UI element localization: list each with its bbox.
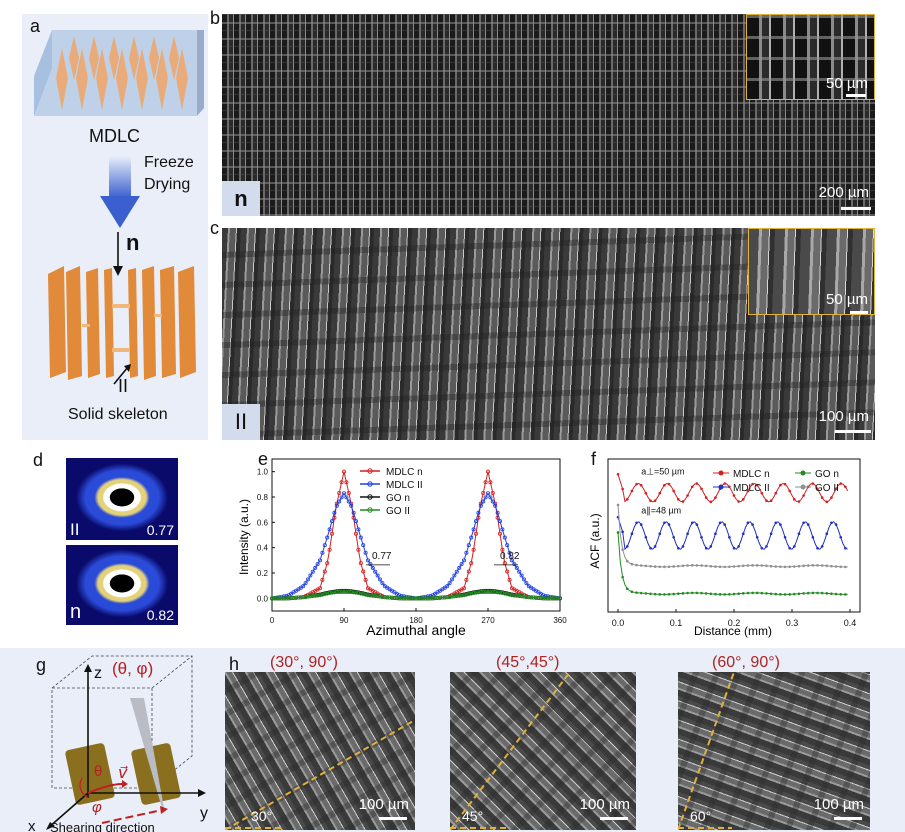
svg-text:MDLC n: MDLC n: [386, 467, 423, 478]
scale-label-h1: 100 µm: [358, 796, 409, 813]
z-axis-label: z: [94, 665, 102, 682]
svg-text:GO n: GO n: [386, 493, 410, 504]
scale-bar-b: [841, 207, 871, 210]
panel-label-e: e: [258, 449, 269, 469]
n-direction-arrow-icon: [113, 232, 123, 276]
svg-text:a∥=48 µm: a∥=48 µm: [641, 506, 681, 516]
scale-bar-h2: [600, 817, 628, 820]
panel-label-c: c: [210, 218, 219, 238]
inset-scale-bar-b: [846, 94, 866, 97]
panel-a-schematic: a MDLC Freeze Drying n: [22, 14, 208, 440]
svg-text:GO II: GO II: [386, 506, 410, 517]
svg-text:0.4: 0.4: [844, 618, 857, 628]
chart-f-ylabel: ACF (a.u.): [588, 513, 602, 568]
svg-text:MDLC II: MDLC II: [386, 480, 423, 491]
direction-tag-n: n: [222, 181, 260, 216]
svg-text:MDLC II: MDLC II: [733, 483, 770, 494]
scale-bar-h1: [379, 817, 407, 820]
mdlc-block-illustration: [34, 30, 204, 116]
chart-e-xlabel: Azimuthal angle: [366, 622, 466, 638]
solid-skeleton-illustration: [48, 266, 196, 380]
angle-label-2: 45°: [462, 808, 484, 824]
velocity-label: v⃗: [118, 765, 128, 782]
scale-bar-h3: [834, 817, 862, 820]
saxs-pattern-n: n 0.82: [66, 545, 178, 625]
parallel-label: II: [118, 376, 129, 396]
svg-text:0.77: 0.77: [372, 551, 392, 562]
chart-e-ylabel: Intensity (a.u.): [237, 499, 251, 575]
panel-label-b: b: [210, 8, 221, 28]
inset-scale-bar-c: [850, 311, 868, 314]
h-title-2: (45°,45°): [496, 654, 560, 671]
sem-image-h-60deg: 60° 100 µm: [678, 672, 870, 830]
drying-label: Drying: [144, 176, 191, 193]
scale-label-h2: 100 µm: [579, 796, 630, 813]
svg-text:0.3: 0.3: [786, 618, 799, 628]
saxs-tag-n: n: [70, 601, 82, 623]
angle-label-1: 30°: [251, 808, 273, 824]
inset-scale-label-c: 50 µm: [826, 291, 868, 308]
sem-image-h-30deg: 30° 100 µm: [225, 672, 415, 830]
chart-f-xlabel: Distance (mm): [694, 624, 772, 638]
panel-label-d: d: [33, 450, 44, 470]
chart-e-azimuthal-intensity: 0.0 0.2 0.4 0.6 0.8 1.0 0 90 180 270 360 0.77 0.82…: [237, 458, 567, 638]
saxs-tag-parallel: II: [70, 520, 80, 539]
svg-text:1.0: 1.0: [257, 468, 269, 477]
x-axis-label: x: [28, 818, 36, 832]
svg-text:a⊥=50 µm: a⊥=50 µm: [641, 467, 684, 477]
direction-tag-parallel: II: [222, 404, 260, 440]
scale-label-b: 200 µm: [818, 184, 869, 201]
svg-text:0.6: 0.6: [257, 518, 269, 527]
svg-text:270: 270: [481, 616, 495, 625]
svg-text:0.2: 0.2: [728, 618, 741, 628]
panel-label-h: h: [229, 654, 240, 674]
svg-text:0.4: 0.4: [257, 544, 269, 553]
svg-text:GO II: GO II: [815, 483, 839, 494]
sem-image-c-parallel-direction: 50 µm II 100 µm: [222, 228, 875, 440]
shearing-direction-label: Shearing direction: [50, 820, 155, 832]
shearing-geometry-diagram: z (θ, φ) y x θ φ v⃗ Shearing direction: [28, 655, 208, 832]
n-label: n: [126, 230, 140, 255]
sem-image-h-45deg: 45° 100 µm: [450, 672, 636, 830]
angles-title: (θ, φ): [112, 659, 153, 678]
inset-scale-label-b: 50 µm: [826, 75, 868, 92]
svg-text:0.8: 0.8: [257, 493, 269, 502]
h-title-1: (30°, 90°): [270, 654, 338, 671]
theta-label: θ: [94, 763, 102, 780]
saxs-value-parallel: 0.77: [146, 522, 174, 538]
sem-inset-b: 50 µm: [746, 14, 875, 100]
parallel-direction-arrow-icon: [113, 364, 131, 385]
panel-label-g: g: [36, 655, 47, 675]
scale-label-c: 100 µm: [818, 408, 869, 425]
svg-text:GO n: GO n: [815, 469, 839, 480]
sem-image-b-n-direction: 50 µm n 200 µm: [222, 14, 875, 216]
svg-text:180: 180: [409, 616, 423, 625]
panel-label-a: a: [30, 16, 41, 36]
panel-label-f: f: [591, 449, 597, 469]
freeze-drying-arrow-icon: [100, 156, 140, 228]
scale-bar-c: [835, 430, 871, 433]
svg-text:0.0: 0.0: [612, 618, 625, 628]
svg-text:360: 360: [553, 616, 567, 625]
svg-text:90: 90: [340, 616, 349, 625]
saxs-value-n: 0.82: [146, 607, 174, 623]
scale-label-h3: 100 µm: [813, 796, 864, 813]
svg-text:0.1: 0.1: [670, 618, 683, 628]
freeze-label: Freeze: [144, 154, 194, 171]
mdlc-label: MDLC: [89, 126, 141, 146]
saxs-pattern-parallel: II 0.77: [66, 458, 178, 540]
svg-text:0.82: 0.82: [500, 551, 520, 562]
angle-label-3: 60°: [690, 808, 712, 824]
chart-f-acf: 0.0 0.1 0.2 0.3 0.4 a⊥=50 µm a∥=48 µm MDLC n M…: [588, 458, 861, 638]
svg-text:0.0: 0.0: [257, 594, 269, 603]
svg-text:0.2: 0.2: [257, 569, 269, 578]
y-axis-label: y: [200, 805, 208, 822]
h-title-3: (60°, 90°): [712, 654, 780, 671]
svg-text:0: 0: [270, 616, 275, 625]
solid-skeleton-label: Solid skeleton: [68, 406, 168, 423]
phi-label: φ: [92, 799, 102, 816]
sem-inset-c: 50 µm: [748, 228, 875, 315]
svg-text:MDLC n: MDLC n: [733, 469, 770, 480]
